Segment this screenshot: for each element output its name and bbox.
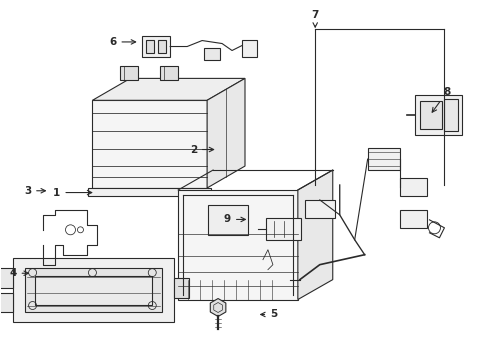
Polygon shape bbox=[160, 67, 178, 80]
Text: 5: 5 bbox=[260, 310, 277, 319]
Text: 9: 9 bbox=[224, 215, 245, 224]
Polygon shape bbox=[414, 95, 462, 135]
Text: 7: 7 bbox=[311, 10, 318, 27]
Text: 2: 2 bbox=[189, 144, 213, 154]
Polygon shape bbox=[0, 268, 13, 288]
Polygon shape bbox=[178, 190, 297, 300]
Polygon shape bbox=[304, 200, 334, 218]
Text: 4: 4 bbox=[9, 268, 28, 278]
Text: 3: 3 bbox=[24, 186, 45, 196]
Polygon shape bbox=[444, 99, 457, 131]
Polygon shape bbox=[0, 293, 13, 312]
Polygon shape bbox=[208, 205, 247, 235]
Polygon shape bbox=[120, 67, 138, 80]
Polygon shape bbox=[158, 40, 166, 54]
Polygon shape bbox=[367, 148, 399, 170]
Polygon shape bbox=[92, 100, 207, 188]
Polygon shape bbox=[13, 258, 174, 323]
Polygon shape bbox=[420, 101, 442, 129]
Polygon shape bbox=[146, 40, 154, 54]
Polygon shape bbox=[207, 78, 244, 188]
Polygon shape bbox=[399, 178, 427, 196]
Polygon shape bbox=[242, 40, 256, 58]
Text: 1: 1 bbox=[53, 188, 92, 198]
Polygon shape bbox=[210, 298, 225, 316]
Polygon shape bbox=[92, 78, 244, 100]
Polygon shape bbox=[174, 278, 189, 298]
Polygon shape bbox=[297, 170, 332, 300]
Polygon shape bbox=[265, 218, 300, 240]
Polygon shape bbox=[203, 48, 220, 60]
Polygon shape bbox=[142, 36, 170, 58]
Polygon shape bbox=[35, 276, 152, 305]
Polygon shape bbox=[24, 268, 162, 312]
Polygon shape bbox=[88, 188, 211, 196]
Polygon shape bbox=[399, 210, 427, 228]
Text: 6: 6 bbox=[109, 37, 135, 47]
Text: 8: 8 bbox=[431, 87, 449, 112]
